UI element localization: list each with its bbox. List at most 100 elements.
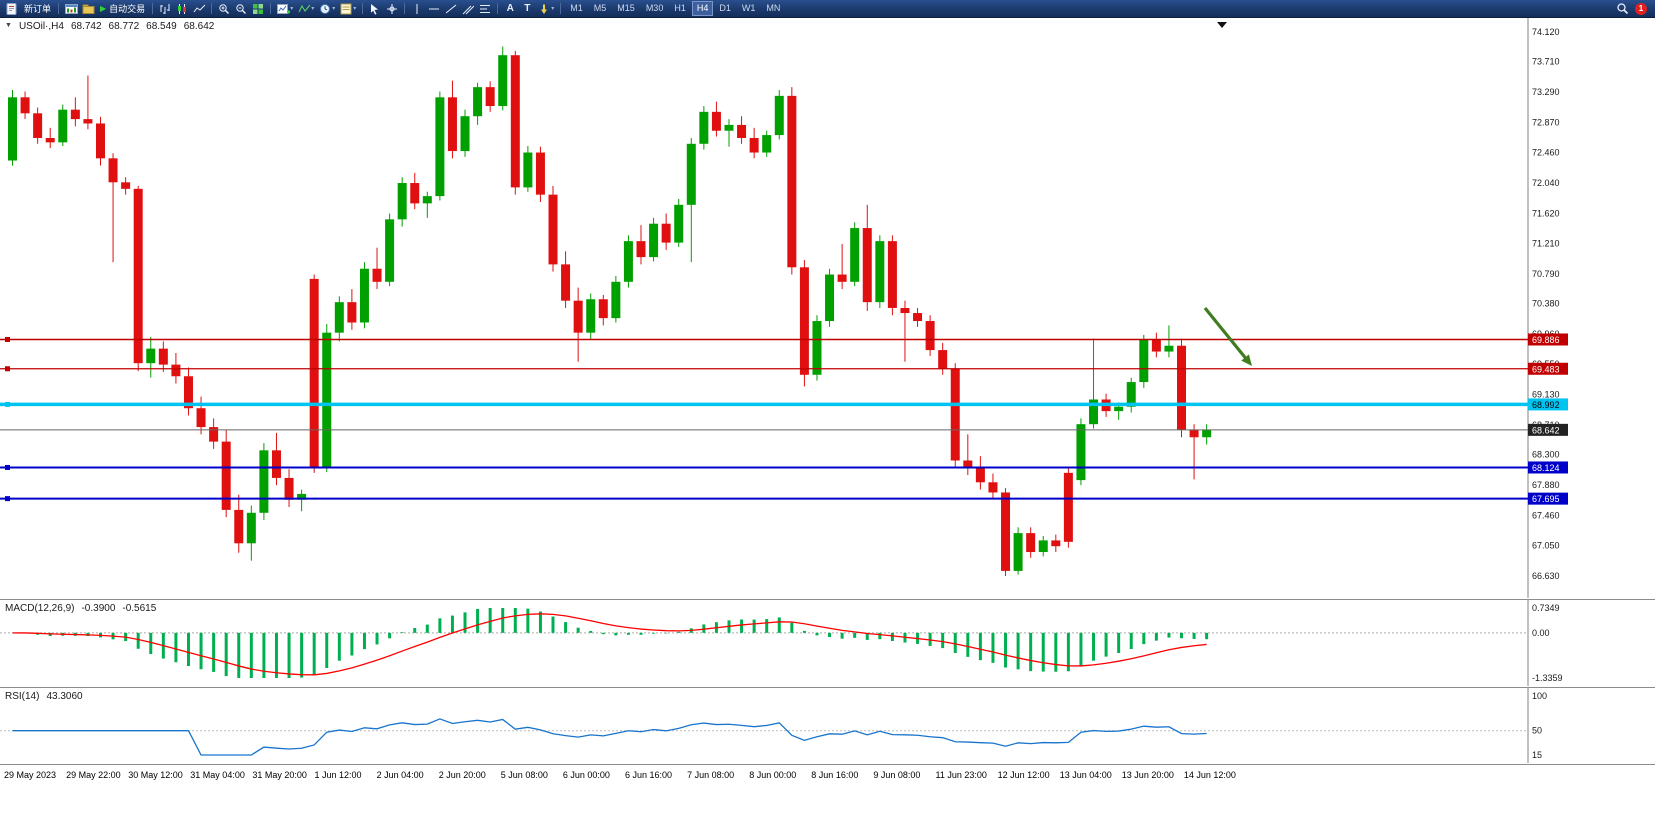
search-icon[interactable]: [1614, 2, 1630, 16]
label-icon[interactable]: T: [524, 2, 531, 14]
price-chart-pane[interactable]: ▼ USOil·,H4 68.742 68.772 68.549 68.642 …: [0, 18, 1655, 600]
svg-text:71.210: 71.210: [1532, 238, 1560, 248]
autotrade-label: 自动交易: [109, 4, 146, 14]
rsi-line: [12, 718, 1207, 756]
dropdown-caret-icon[interactable]: ▾: [332, 6, 336, 12]
svg-text:7 Jun 08:00: 7 Jun 08:00: [687, 770, 734, 780]
svg-text:67.050: 67.050: [1532, 540, 1560, 550]
timeframe-h4[interactable]: H4: [691, 1, 714, 16]
svg-text:72.460: 72.460: [1532, 148, 1560, 158]
svg-text:6 Jun 16:00: 6 Jun 16:00: [625, 770, 672, 780]
price-chart-canvas[interactable]: 74.120 73.710 73.290 72.870 72.460 72.040 71.6…: [0, 18, 1655, 598]
dropdown-caret-icon[interactable]: ▾: [290, 6, 294, 12]
arrow-annotation: [1203, 306, 1250, 363]
chart-window-icon[interactable]: [63, 2, 79, 16]
profiles-icon[interactable]: [80, 2, 96, 16]
svg-text:72.040: 72.040: [1532, 178, 1560, 188]
svg-text:74.120: 74.120: [1532, 27, 1560, 37]
period-clock-icon[interactable]: [317, 2, 333, 16]
macd-pane[interactable]: MACD(12,26,9) -0.3900 -0.5615 0.7349 0.00…: [0, 600, 1655, 688]
candles-layer: [8, 46, 1212, 576]
trendline-icon[interactable]: [443, 2, 459, 16]
toolbar: 新订单 ▶ 自动交易 ▾ ▾ ▾ ▾: [0, 0, 1655, 18]
svg-text:30 May 12:00: 30 May 12:00: [128, 770, 183, 780]
svg-text:69.130: 69.130: [1532, 389, 1560, 399]
macd-canvas[interactable]: 0.7349 0.00 -1.3359: [0, 600, 1655, 686]
fibonacci-icon[interactable]: [477, 2, 493, 16]
svg-text:70.790: 70.790: [1532, 269, 1560, 279]
svg-text:8 Jun 16:00: 8 Jun 16:00: [811, 770, 858, 780]
svg-text:1 Jun 12:00: 1 Jun 12:00: [315, 770, 362, 780]
zoom-out-icon[interactable]: [233, 2, 249, 16]
dropdown-caret-icon[interactable]: ▾: [551, 6, 555, 12]
notification-badge[interactable]: 1: [1635, 2, 1647, 15]
crosshair-icon[interactable]: [384, 2, 400, 16]
horizontal-line-icon[interactable]: [426, 2, 442, 16]
svg-text:11 Jun 23:00: 11 Jun 23:00: [936, 770, 987, 780]
autotrade-button[interactable]: ▶ 自动交易: [97, 1, 148, 16]
bar-chart-icon[interactable]: [157, 2, 173, 16]
svg-text:68.300: 68.300: [1532, 450, 1560, 460]
svg-text:0.7349: 0.7349: [1532, 603, 1560, 613]
svg-text:13 Jun 20:00: 13 Jun 20:00: [1122, 770, 1174, 780]
rsi-canvas[interactable]: 100 50 15: [0, 688, 1655, 763]
svg-text:6 Jun 00:00: 6 Jun 00:00: [563, 770, 610, 780]
scroll-to-end-marker: [1217, 22, 1227, 28]
svg-text:12 Jun 12:00: 12 Jun 12:00: [998, 770, 1050, 780]
timeframe-m1[interactable]: M1: [570, 3, 583, 13]
timeframe-m5[interactable]: M5: [593, 3, 607, 13]
timeframe-m30[interactable]: M30: [645, 3, 664, 13]
svg-text:72.870: 72.870: [1532, 118, 1560, 128]
svg-text:5 Jun 08:00: 5 Jun 08:00: [501, 770, 548, 780]
channel-icon[interactable]: [460, 2, 476, 16]
time-axis-canvas[interactable]: 29 May 2023 29 May 22:00 30 May 12:00 31 Ma…: [0, 765, 1655, 785]
candlestick-chart-icon[interactable]: [174, 2, 190, 16]
toolbar-separator: [152, 3, 154, 14]
svg-text:69.483: 69.483: [1532, 364, 1560, 374]
svg-text:69.886: 69.886: [1532, 335, 1560, 345]
svg-text:66.630: 66.630: [1532, 571, 1560, 581]
zoom-in-icon[interactable]: [216, 2, 232, 16]
line-chart-icon[interactable]: [191, 2, 207, 16]
svg-text:9 Jun 08:00: 9 Jun 08:00: [873, 770, 920, 780]
vertical-line-icon[interactable]: [409, 2, 425, 16]
toolbar-separator: [404, 3, 406, 14]
svg-text:68.992: 68.992: [1532, 400, 1560, 410]
new-chart-icon[interactable]: [275, 2, 291, 16]
svg-text:31 May 04:00: 31 May 04:00: [190, 770, 245, 780]
new-order-button[interactable]: 新订单: [24, 4, 52, 14]
toolbar-separator: [58, 3, 60, 14]
svg-text:100: 100: [1532, 691, 1547, 701]
toolbar-separator: [560, 3, 562, 14]
time-axis[interactable]: 29 May 2023 29 May 22:00 30 May 12:00 31 Ma…: [0, 765, 1655, 785]
timeframe-mn[interactable]: MN: [766, 3, 781, 13]
svg-text:14 Jun 12:00: 14 Jun 12:00: [1184, 770, 1236, 780]
templates-icon[interactable]: [338, 2, 354, 16]
cursor-icon[interactable]: [367, 2, 383, 16]
timeframe-w1[interactable]: W1: [741, 3, 756, 13]
dropdown-caret-icon[interactable]: ▾: [353, 6, 357, 12]
rsi-pane[interactable]: RSI(14) 43.3060 100 50 15: [0, 688, 1655, 765]
indicators-icon[interactable]: [296, 2, 312, 16]
svg-text:71.620: 71.620: [1532, 209, 1560, 219]
horizontal-lines-layer: 69.886 69.483 68.992 68.124 67.695: [0, 333, 1568, 505]
tile-windows-icon[interactable]: [250, 2, 266, 16]
timeframe-m15[interactable]: M15: [617, 3, 635, 13]
toolbar-separator: [497, 3, 499, 14]
arrows-icon[interactable]: [536, 2, 552, 16]
svg-text:67.695: 67.695: [1532, 494, 1560, 504]
svg-text:2 Jun 04:00: 2 Jun 04:00: [377, 770, 424, 780]
macd-histogram: [23, 608, 1209, 678]
toolbar-separator: [270, 3, 272, 14]
svg-text:68.124: 68.124: [1532, 463, 1560, 473]
svg-text:0.00: 0.00: [1532, 628, 1550, 638]
new-order-icon[interactable]: [4, 2, 20, 16]
dropdown-caret-icon[interactable]: ▾: [311, 6, 315, 12]
timeframe-h1[interactable]: H1: [674, 3, 686, 13]
svg-text:-1.3359: -1.3359: [1532, 673, 1563, 683]
text-icon[interactable]: A: [506, 2, 514, 14]
macd-signal-line: [12, 613, 1207, 676]
svg-text:2 Jun 20:00: 2 Jun 20:00: [439, 770, 486, 780]
svg-text:8 Jun 00:00: 8 Jun 00:00: [749, 770, 796, 780]
timeframe-d1[interactable]: D1: [719, 3, 731, 13]
